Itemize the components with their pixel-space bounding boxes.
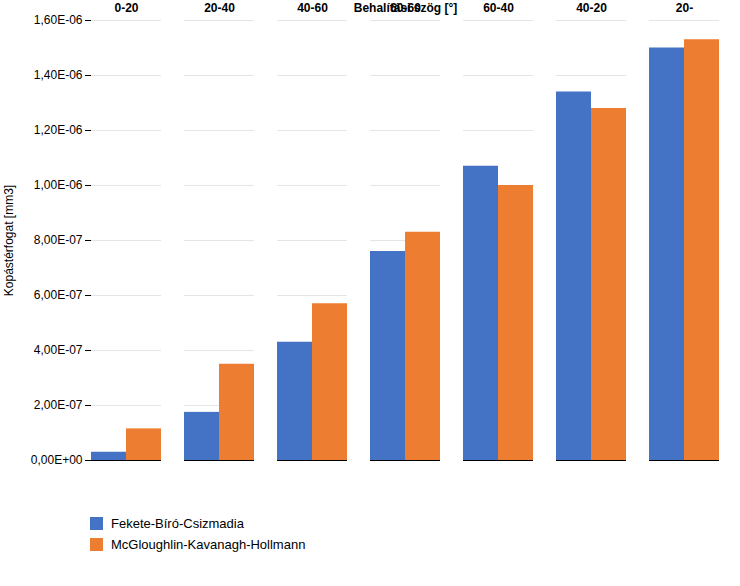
- svg-text:60-40: 60-40: [483, 1, 514, 15]
- svg-text:1,20E-06: 1,20E-06: [34, 123, 83, 137]
- svg-text:40-60: 40-60: [297, 1, 328, 15]
- svg-text:4,00E-07: 4,00E-07: [34, 343, 83, 357]
- svg-text:20-: 20-: [676, 1, 693, 15]
- html-text:McGloughlin-Kavanagh-Hollmann: McGloughlin-Kavanagh-Hollmann: [111, 537, 306, 552]
- svg-text:8,00E-07: 8,00E-07: [34, 233, 83, 247]
- svg-text:0-20: 0-20: [114, 1, 138, 15]
- svg-text:Behalítási szög [°]: Behalítási szög [°]: [354, 1, 457, 15]
- svg-text:6,00E-07: 6,00E-07: [34, 288, 83, 302]
- svg-text:1,00E-06: 1,00E-06: [34, 178, 83, 192]
- svg-text:20-40: 20-40: [204, 1, 235, 15]
- html-text:Fekete-Bíró-Csizmadia: Fekete-Bíró-Csizmadia: [111, 516, 244, 531]
- svg-text:40-20: 40-20: [576, 1, 607, 15]
- svg-text:1,40E-06: 1,40E-06: [34, 68, 83, 82]
- svg-text:Kopástérfogat [mm3]: Kopástérfogat [mm3]: [2, 185, 16, 296]
- svg-text:0,00E+00: 0,00E+00: [31, 453, 83, 467]
- svg-text:2,00E-07: 2,00E-07: [34, 398, 83, 412]
- svg-text:1,60E-06: 1,60E-06: [34, 13, 83, 27]
